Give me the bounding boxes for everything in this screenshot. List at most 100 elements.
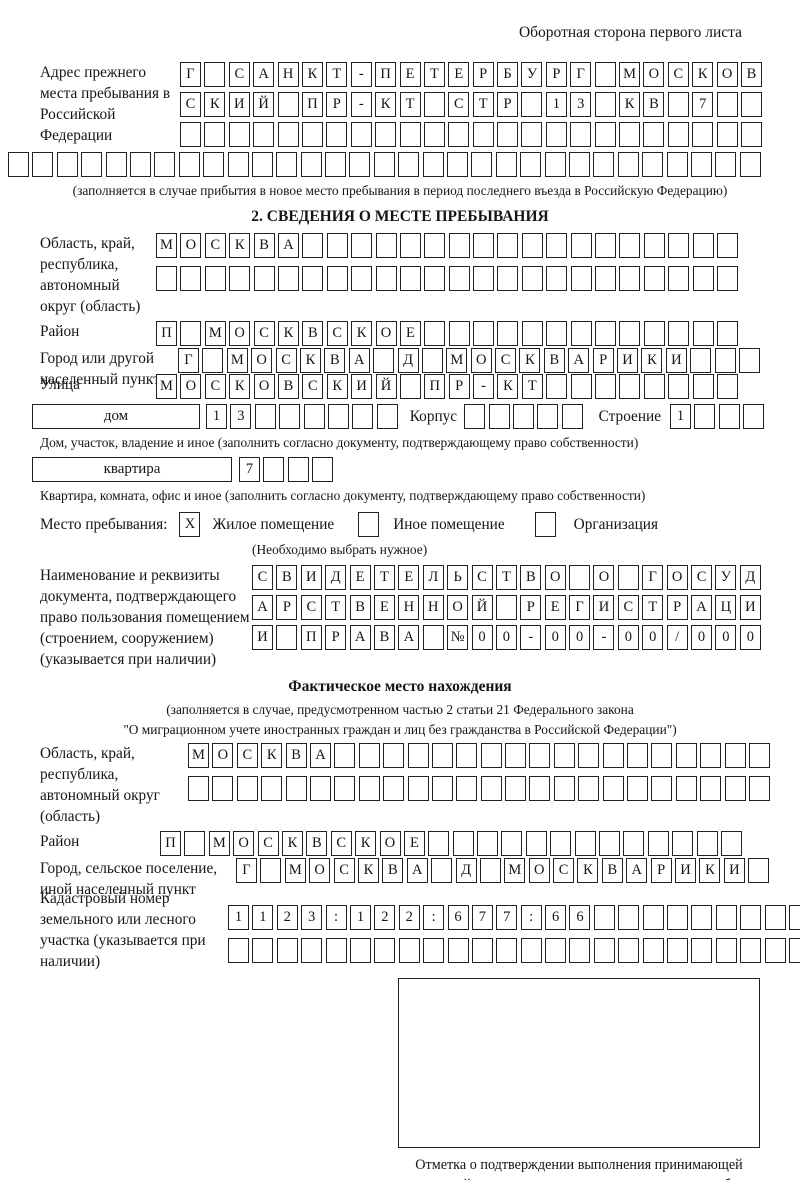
char-cell: С (204, 374, 226, 399)
section2-title: 2. СВЕДЕНИЯ О МЕСТЕ ПРЕБЫВАНИЯ (251, 208, 549, 225)
char-cell: О (375, 321, 397, 346)
char-cell: О (180, 233, 202, 258)
char-cell: К (204, 92, 226, 117)
char-cell (675, 743, 697, 768)
char-cell (431, 776, 453, 801)
char-cell: 6 (447, 905, 469, 930)
char-cell (748, 858, 770, 883)
char-cell (546, 233, 568, 258)
char-cell: С (302, 374, 324, 399)
char-cell: Д (325, 565, 347, 590)
char-cell (236, 776, 258, 801)
char-cell (480, 743, 502, 768)
char-cell (423, 938, 445, 963)
char-cell (594, 62, 616, 87)
char-cell (700, 776, 722, 801)
char-cell (739, 152, 761, 177)
char-cell (553, 743, 575, 768)
char-cell (561, 404, 583, 429)
char-cell (287, 457, 309, 482)
char-cell (553, 776, 575, 801)
char-cell (593, 938, 615, 963)
char-cell: С (228, 62, 250, 87)
char-cell (373, 348, 395, 373)
char-cell: А (253, 62, 275, 87)
char-cell (643, 233, 665, 258)
char-cell (668, 266, 690, 291)
char-cell (537, 404, 559, 429)
char-cell: Е (403, 831, 425, 856)
char-cell: О (309, 858, 331, 883)
char-cell: С (326, 321, 348, 346)
char-cell (715, 938, 737, 963)
fact-note-1: (заполняется в случае, предусмотренном ч… (166, 702, 634, 717)
char-cell: М (204, 321, 226, 346)
char-cell (617, 152, 639, 177)
char-cell (383, 743, 405, 768)
char-cell (740, 122, 762, 147)
char-cell: В (324, 348, 346, 373)
stroenie-label: Строение (598, 407, 661, 425)
char-cell (619, 321, 641, 346)
char-cell: : (423, 905, 445, 930)
char-cell: 2 (374, 905, 396, 930)
char-cell: К (375, 92, 397, 117)
char-cell: И (593, 595, 615, 620)
char-cell (301, 938, 323, 963)
char-cell: - (350, 62, 372, 87)
char-cell (546, 321, 568, 346)
char-cell (617, 565, 639, 590)
char-cell: Б (497, 62, 519, 87)
char-cell: П (424, 374, 446, 399)
char-cell (788, 905, 800, 930)
char-cell (570, 233, 592, 258)
char-cell (180, 122, 201, 147)
char-cell (599, 831, 621, 856)
char-cell: С (204, 233, 226, 258)
char-cell (718, 404, 740, 429)
char-cell: О (212, 743, 234, 768)
char-cell: 0 (691, 625, 713, 650)
char-cell: Ц (715, 595, 737, 620)
char-cell: М (504, 858, 526, 883)
region-field: Область, край, республика, автономный ок… (0, 233, 800, 317)
char-cell (619, 233, 641, 258)
char-cell: П (300, 625, 322, 650)
char-cell: Й (375, 374, 397, 399)
char-cell (668, 233, 690, 258)
char-cell: 0 (544, 625, 566, 650)
char-cell (421, 348, 443, 373)
char-cell: 2 (398, 905, 420, 930)
char-cell (690, 152, 712, 177)
char-cell: Т (373, 565, 395, 590)
char-cell (277, 122, 299, 147)
char-cell: П (301, 92, 323, 117)
char-cell (748, 776, 770, 801)
char-cell: 0 (617, 625, 639, 650)
char-cell (383, 776, 405, 801)
char-cell: 7 (239, 457, 260, 482)
char-cell: В (543, 348, 565, 373)
char-cell: 1 (206, 404, 227, 429)
char-cell: № (447, 625, 469, 650)
char-cell: И (739, 595, 761, 620)
char-cell (263, 457, 285, 482)
document-label: Наименование и реквизиты документа, подт… (40, 567, 250, 668)
page-title: Оборотная сторона первого листа (518, 24, 742, 41)
char-cell: Т (325, 595, 347, 620)
option-other-premises-label: Иное помещение (393, 515, 505, 533)
char-cell (501, 831, 523, 856)
char-cell (129, 152, 151, 177)
char-cell (788, 938, 800, 963)
char-cell (351, 233, 373, 258)
char-cell: С (330, 831, 352, 856)
char-cell: С (471, 565, 493, 590)
char-cell (326, 266, 348, 291)
char-cell (276, 625, 298, 650)
char-cell (203, 152, 225, 177)
confirmation-stamp-box (398, 978, 760, 1148)
